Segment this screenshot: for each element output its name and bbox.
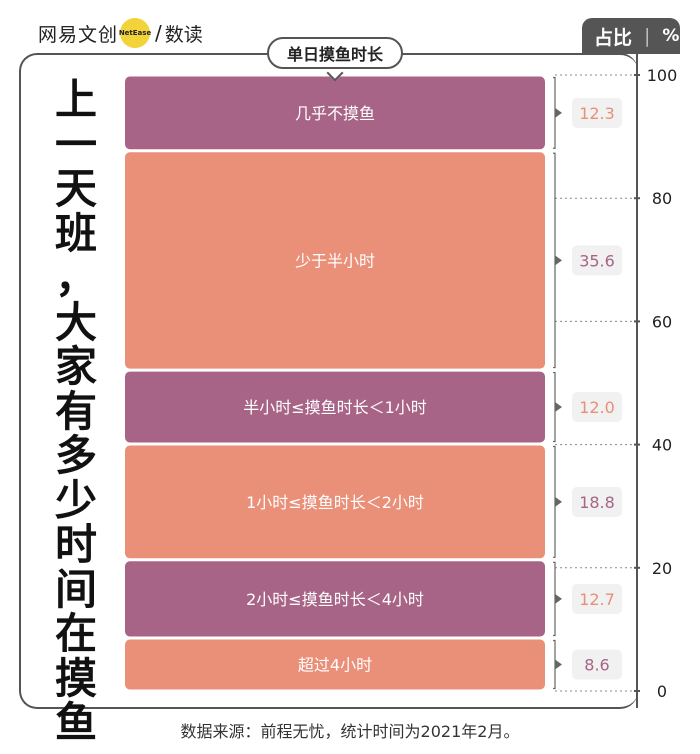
segment-bracket-arrow bbox=[555, 402, 562, 413]
value-badge bbox=[572, 97, 622, 128]
bar-segment bbox=[125, 152, 545, 369]
vertical-title-char: 鱼 bbox=[54, 698, 97, 747]
value-label: 12.0 bbox=[579, 398, 615, 417]
value-badge bbox=[572, 392, 622, 423]
vertical-title-char: 间 bbox=[54, 564, 97, 614]
segment-label: 超过4小时 bbox=[298, 656, 372, 675]
bar-segment bbox=[125, 371, 545, 443]
vertical-title-char: 少 bbox=[54, 475, 97, 525]
value-label: 12.7 bbox=[579, 590, 615, 609]
chart-title: 单日摸鱼时长 bbox=[267, 37, 403, 69]
vertical-title-char: 摸 bbox=[54, 653, 97, 703]
y-tick-label: 40 bbox=[652, 436, 672, 455]
brand-badge: NetEase bbox=[119, 18, 151, 48]
value-label: 12.3 bbox=[579, 104, 615, 123]
segment-bracket bbox=[553, 76, 556, 149]
segment-bracket-arrow bbox=[555, 593, 562, 604]
unit-symbol: % bbox=[662, 26, 680, 46]
segment-label: 半小时≤摸鱼时长＜1小时 bbox=[243, 398, 427, 417]
value-badge bbox=[572, 583, 622, 614]
unit-separator: | bbox=[644, 25, 651, 47]
brand-name: 网易文创 bbox=[38, 23, 119, 46]
bar-segment bbox=[125, 561, 545, 637]
bar-segment bbox=[125, 445, 545, 559]
y-axis-line bbox=[636, 53, 638, 708]
vertical-title-char: 多 bbox=[54, 431, 97, 480]
y-tick-label: 60 bbox=[652, 312, 672, 331]
value-label: 18.8 bbox=[579, 493, 615, 512]
y-tick-label: 20 bbox=[652, 559, 672, 578]
value-badge bbox=[572, 486, 622, 517]
value-badge bbox=[572, 245, 622, 276]
y-tick-label: 80 bbox=[652, 189, 672, 208]
unit-header: 占比 | % bbox=[582, 18, 680, 54]
vertical-title-char: 一 bbox=[54, 119, 97, 169]
brand-sub: 数读 bbox=[164, 23, 203, 46]
y-tick-label: 100 bbox=[647, 66, 678, 85]
segment-bracket-arrow bbox=[555, 496, 562, 507]
segment-label: 1小时≤摸鱼时长＜2小时 bbox=[246, 493, 424, 512]
segment-bracket-arrow bbox=[555, 659, 562, 670]
vertical-title-char: 家 bbox=[54, 342, 97, 391]
vertical-title-char: 在 bbox=[54, 609, 97, 658]
vertical-title-char: ， bbox=[54, 253, 97, 302]
vertical-title: 上一天班，大家有多少时间在摸鱼 bbox=[46, 75, 106, 747]
bar-segment bbox=[125, 76, 545, 150]
segment-bracket bbox=[553, 152, 556, 369]
vertical-title-char: 时 bbox=[54, 520, 97, 569]
source-note: 数据来源：前程无忧，统计时间为2021年2月。 bbox=[180, 722, 520, 741]
segment-bracket bbox=[553, 371, 556, 443]
segment-bracket-arrow bbox=[555, 255, 562, 266]
segment-bracket bbox=[553, 561, 556, 637]
value-label: 8.6 bbox=[584, 656, 609, 675]
vertical-title-char: 天 bbox=[54, 164, 97, 213]
segment-label: 几乎不摸鱼 bbox=[295, 104, 375, 123]
value-label: 35.6 bbox=[579, 251, 615, 270]
bar-segment bbox=[125, 639, 545, 690]
segment-bracket bbox=[553, 639, 556, 690]
y-tick-label: 0 bbox=[657, 682, 667, 701]
brand-logo: 网易文创 NetEase / 数读 bbox=[38, 18, 203, 48]
brand-slash: / bbox=[155, 21, 162, 45]
segment-bracket bbox=[553, 445, 556, 558]
vertical-title-char: 班 bbox=[54, 208, 97, 258]
unit-label: 占比 bbox=[594, 26, 633, 49]
vertical-title-char: 有 bbox=[54, 386, 97, 436]
vertical-title-char: 大 bbox=[54, 297, 97, 347]
segment-label: 少于半小时 bbox=[295, 251, 375, 270]
segment-label: 2小时≤摸鱼时长＜4小时 bbox=[246, 590, 424, 609]
segment-bracket-arrow bbox=[555, 107, 562, 118]
value-badge bbox=[572, 649, 622, 680]
vertical-title-char: 上 bbox=[54, 75, 97, 124]
